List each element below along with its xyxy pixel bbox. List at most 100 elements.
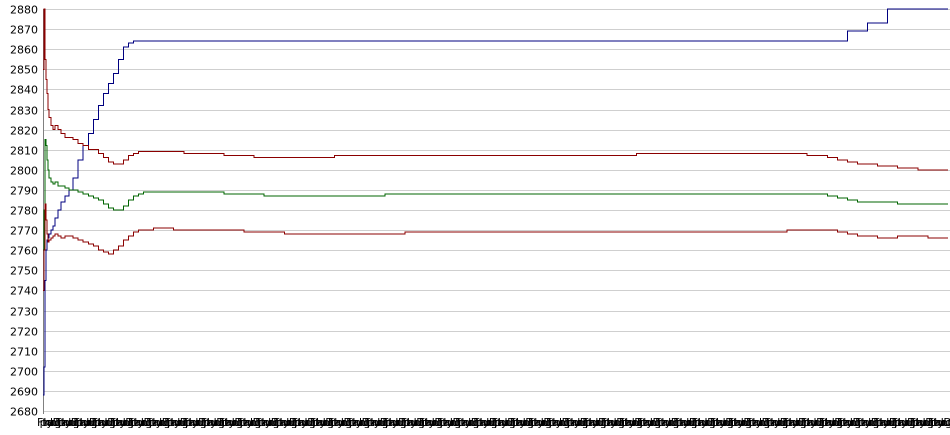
x-tick-label: pu bbox=[749, 416, 763, 429]
y-tick-label: 2710 bbox=[10, 346, 38, 359]
x-tick-label: ty bbox=[842, 416, 853, 429]
x-tick-label: ty bbox=[351, 416, 362, 429]
x-tick-label: nu bbox=[445, 416, 459, 429]
y-tick-labels: 2680 2690 2700 2710 2720 2730 2740 2750 2760 2770… bbox=[10, 4, 38, 419]
x-tick-label: nu bbox=[827, 416, 841, 429]
x-tick-label: ug bbox=[629, 416, 643, 429]
x-tick-label: Dar bbox=[816, 416, 836, 429]
x-tick-label: ty bbox=[497, 416, 508, 429]
y-tick-label: 2840 bbox=[10, 84, 38, 97]
x-tick-label: ty bbox=[460, 416, 471, 429]
x-tick-label: ty bbox=[569, 416, 580, 429]
x-tick-label: ht bbox=[923, 416, 935, 429]
x-tick-label: ug bbox=[611, 416, 625, 429]
x-tick-label: ht bbox=[541, 416, 553, 429]
x-tick-label: ug bbox=[866, 416, 880, 429]
x-tick-label: Dar bbox=[198, 416, 218, 429]
x-tick-label: ug bbox=[720, 416, 734, 429]
x-tick-label: pu bbox=[294, 416, 308, 429]
x-tick-label: ht bbox=[86, 416, 98, 429]
x-tick-label: Dar bbox=[780, 416, 800, 429]
x-tick-label: ht bbox=[123, 416, 135, 429]
x-tick-label: ug bbox=[666, 416, 680, 429]
x-tick-label: ty bbox=[188, 416, 199, 429]
x-tick-label: nu bbox=[390, 416, 404, 429]
x-tick-label: nu bbox=[263, 416, 277, 429]
series-lines bbox=[43, 8, 948, 396]
x-tick-label: ty bbox=[297, 416, 308, 429]
x-tick-label: Dar bbox=[125, 416, 145, 429]
x-tick-label: pu bbox=[312, 416, 326, 429]
x-tick-label: ug bbox=[84, 416, 98, 429]
x-tick-label: ty bbox=[660, 416, 671, 429]
x-tick-label: ht bbox=[414, 416, 426, 429]
x-tick-label: Fl bbox=[255, 416, 264, 429]
x-tick-label: ty bbox=[479, 416, 490, 429]
x-tick-label: nu bbox=[245, 416, 259, 429]
x-tick-label: nu bbox=[608, 416, 622, 429]
x-tick-label: ht bbox=[505, 416, 517, 429]
x-tick-label: pu bbox=[512, 416, 526, 429]
x-tick-label: ht bbox=[50, 416, 62, 429]
x-tick-label: pu bbox=[221, 416, 235, 429]
x-tick-label: Dar bbox=[616, 416, 636, 429]
x-tick-label: pu bbox=[785, 416, 799, 429]
x-tick-label: Fl bbox=[382, 416, 391, 429]
x-tick-label: Fl bbox=[746, 416, 755, 429]
x-tick-label: ty bbox=[242, 416, 253, 429]
x-tick-label: ht bbox=[286, 416, 298, 429]
x-tick-label: pu bbox=[440, 416, 454, 429]
x-tick-label: ty bbox=[788, 416, 799, 429]
x-tick-label: pu bbox=[676, 416, 690, 429]
x-tick-label: ug bbox=[356, 416, 370, 429]
x-tick-label: nu bbox=[863, 416, 877, 429]
x-tick-label: ht bbox=[795, 416, 807, 429]
x-tick-label: Dar bbox=[689, 416, 709, 429]
x-tick-label: ht bbox=[177, 416, 189, 429]
x-tick-label: ty bbox=[733, 416, 744, 429]
x-tick-label: Dar bbox=[907, 416, 927, 429]
x-tick-label: ug bbox=[847, 416, 861, 429]
x-tick-label: nu bbox=[63, 416, 77, 429]
y-tick-label: 2680 bbox=[10, 406, 38, 419]
x-tick-label: ug bbox=[229, 416, 243, 429]
x-tick-label: ht bbox=[777, 416, 789, 429]
y-tick-label: 2760 bbox=[10, 245, 38, 258]
x-tick-label: Fl bbox=[528, 416, 537, 429]
x-tick-label: nu bbox=[554, 416, 568, 429]
x-tick-label: nu bbox=[190, 416, 204, 429]
x-tick-label: Fl bbox=[110, 416, 119, 429]
x-tick-label: pu bbox=[185, 416, 199, 429]
gridlines bbox=[43, 9, 950, 412]
x-tick-label: nu bbox=[681, 416, 695, 429]
x-tick-label: nu bbox=[572, 416, 586, 429]
x-tick-label: Fla bbox=[37, 416, 53, 429]
x-tick-label: pu bbox=[76, 416, 90, 429]
y-tick-label: 2860 bbox=[10, 44, 38, 57]
x-tick-label: ty bbox=[697, 416, 708, 429]
x-tick-label: Dar bbox=[380, 416, 400, 429]
x-tick-label: Fl bbox=[292, 416, 301, 429]
x-tick-label: Fl bbox=[655, 416, 664, 429]
x-tick-label: pu bbox=[640, 416, 654, 429]
x-tick-label: pu bbox=[694, 416, 708, 429]
x-tick-label: ht bbox=[214, 416, 226, 429]
y-tick-label: 2750 bbox=[10, 265, 38, 278]
x-tick-label: Dar bbox=[725, 416, 745, 429]
x-tick-label: ty bbox=[333, 416, 344, 429]
x-tick-label: ty bbox=[551, 416, 562, 429]
x-tick-label: Fl bbox=[128, 416, 137, 429]
x-tick-label: ty bbox=[751, 416, 762, 429]
x-tick-label: pu bbox=[821, 416, 835, 429]
x-tick-label: pu bbox=[803, 416, 817, 429]
x-tick-label: pu bbox=[167, 416, 181, 429]
x-tick-label: pu bbox=[385, 416, 399, 429]
x-tick-label: pu bbox=[403, 416, 417, 429]
x-tick-label: ug bbox=[411, 416, 425, 429]
x-tick-label: ug bbox=[556, 416, 570, 429]
x-tick-label: ug bbox=[538, 416, 552, 429]
x-tick-label: ht bbox=[814, 416, 826, 429]
x-tick-label: ty bbox=[279, 416, 290, 429]
x-tick-label: ht bbox=[686, 416, 698, 429]
